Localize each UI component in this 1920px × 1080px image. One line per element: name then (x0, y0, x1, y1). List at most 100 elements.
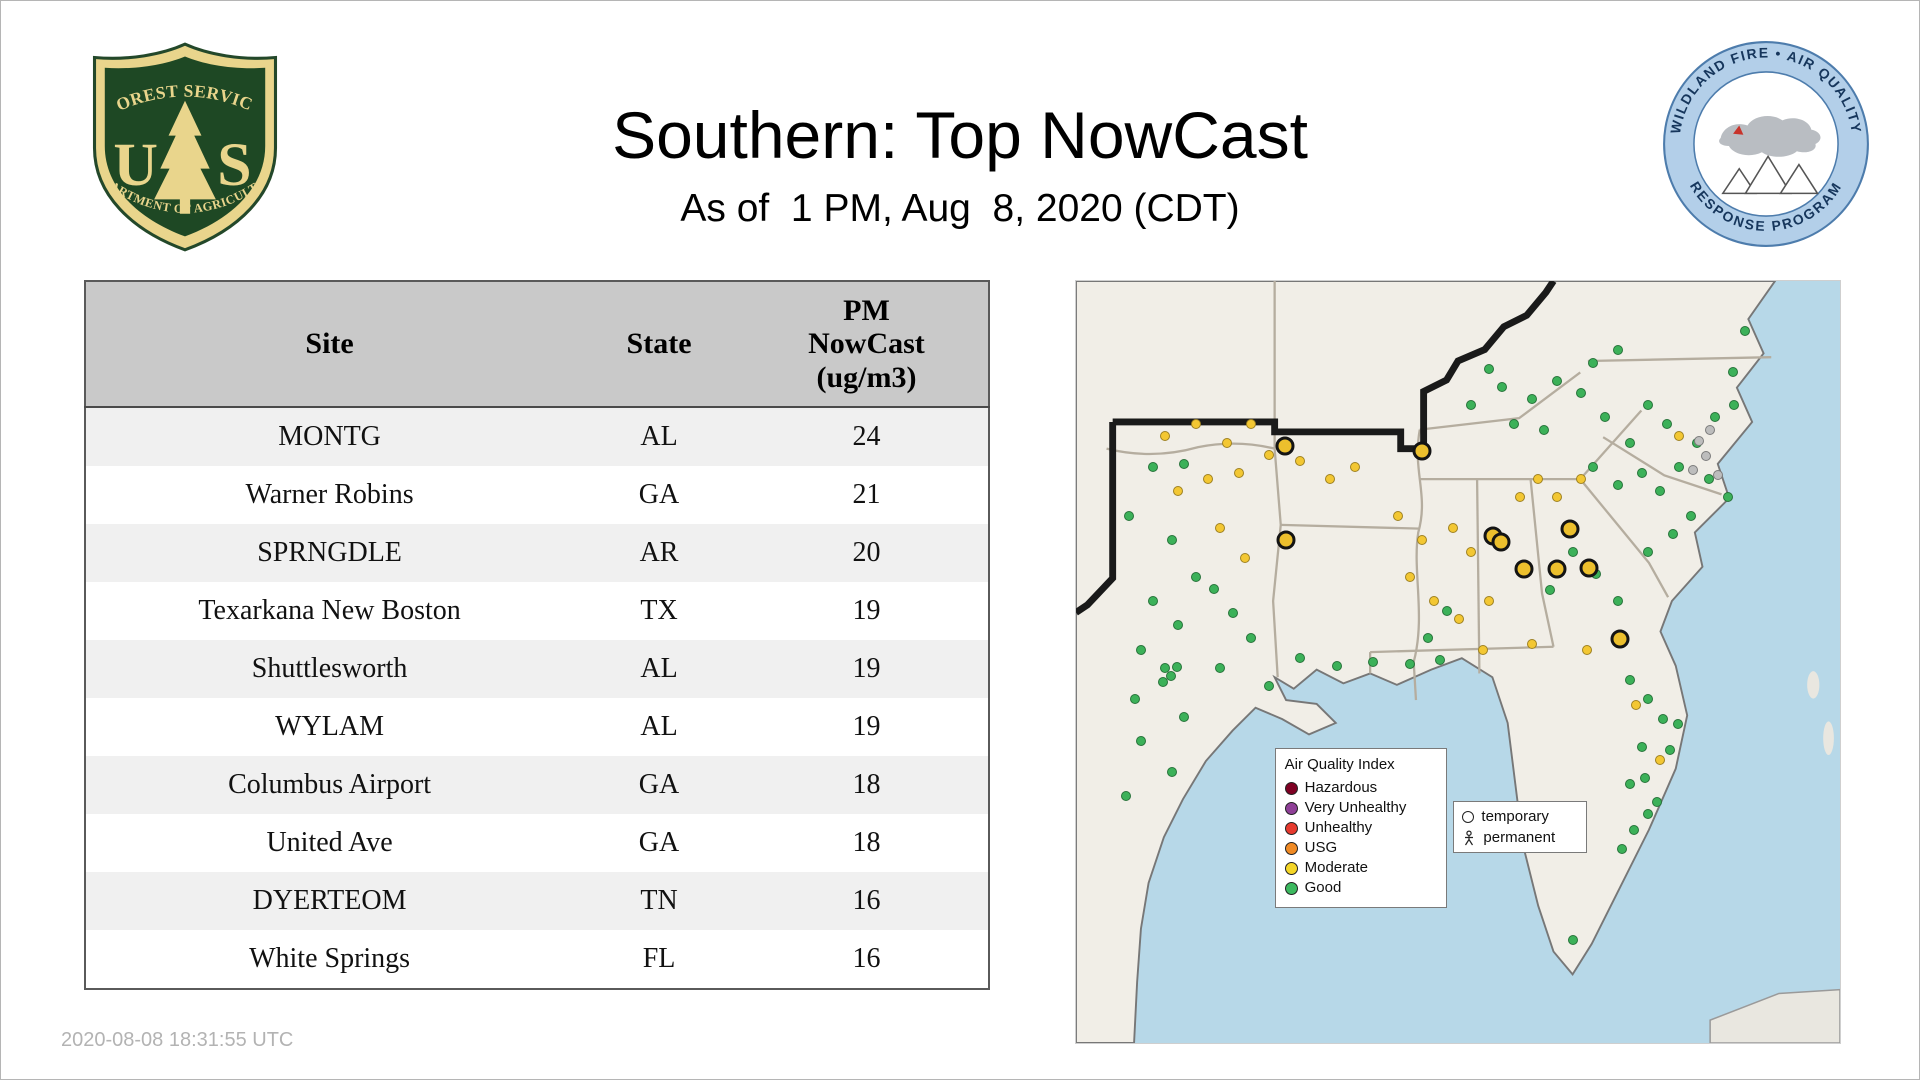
map-marker-temporary (1514, 559, 1534, 579)
map-marker-moderate (1215, 522, 1226, 533)
state-cell: TN (640, 885, 678, 916)
map-marker-good (1651, 797, 1662, 808)
table-header-row: Site State PM NowCast (ug/m3) (85, 281, 989, 408)
map-marker-temporary (1491, 532, 1511, 552)
map-marker-good (1172, 620, 1183, 631)
map-marker-good (1643, 809, 1654, 820)
map-land (1076, 281, 1777, 1043)
map-marker-moderate (1349, 461, 1360, 472)
map-marker-good (1667, 528, 1678, 539)
table-row: Warner Robins GA 21 (85, 466, 989, 524)
nowcast-cell: 19 (852, 595, 881, 626)
aqi-legend-label: Very Unhealthy (1304, 799, 1407, 817)
map-marker-good (1158, 676, 1169, 687)
aqi-legend-label: Unhealthy (1304, 819, 1373, 837)
map-markers (1076, 281, 1840, 1043)
map-marker-good (1665, 744, 1676, 755)
page-title: Southern: Top NowCast (612, 98, 1308, 173)
aqi-legend-item: USG (1284, 838, 1437, 858)
table-row: United Ave GA 18 (85, 814, 989, 872)
nowcast-cell: 21 (852, 479, 881, 510)
map-marker-moderate (1582, 644, 1593, 655)
state-cell: TX (640, 595, 678, 626)
map-marker-good (1612, 480, 1623, 491)
map-marker-good (1686, 510, 1697, 521)
map-marker-good (1612, 345, 1623, 356)
map-marker-good (1166, 766, 1177, 777)
map-marker-good (1661, 419, 1672, 430)
map-marker-good (1673, 719, 1684, 730)
map-marker-nodata (1705, 424, 1716, 435)
temporary-legend-row: temporary (1462, 808, 1578, 825)
nowcast-cell: 18 (852, 769, 881, 800)
site-cell: United Ave (266, 827, 393, 858)
site-cell: DYERTEOM (252, 885, 407, 916)
map-marker-moderate (1190, 419, 1201, 430)
map-marker-moderate (1221, 437, 1232, 448)
fire-icon (1733, 125, 1744, 135)
state-cell: GA (638, 769, 680, 800)
aqi-legend-item: Very Unhealthy (1284, 798, 1437, 818)
map-marker-good (1294, 653, 1305, 664)
map-marker-moderate (1514, 492, 1525, 503)
site-cell: MONTG (278, 421, 381, 452)
map-marker-moderate (1404, 571, 1415, 582)
map-island-small-1 (1807, 671, 1820, 699)
map-island-cuba (1709, 988, 1840, 1043)
map-marker-good (1129, 693, 1140, 704)
site-cell: Texarkana New Boston (198, 595, 461, 626)
air-quality-program-logo: WILDLAND FIRE • AIR QUALITY RESPONSE PRO… (1661, 39, 1871, 249)
site-cell: White Springs (249, 943, 411, 974)
aqi-legend-item: Moderate (1284, 858, 1437, 878)
map-marker-good (1624, 437, 1635, 448)
map-marker-moderate (1673, 431, 1684, 442)
nowcast-cell: 18 (852, 827, 881, 858)
site-cell: Shuttlesworth (251, 653, 408, 684)
permanent-marker-icon (1465, 830, 1474, 846)
nowcast-cell: 16 (852, 885, 881, 916)
nowcast-cell: 19 (852, 653, 881, 684)
nowcast-cell: 20 (852, 537, 881, 568)
timestamp: 2020-08-08 18:31:55 UTC (61, 1029, 294, 1051)
map-marker-moderate (1392, 510, 1403, 521)
site-cell: SPRNGDLE (257, 537, 402, 568)
map-marker-good (1643, 693, 1654, 704)
map-marker-moderate (1478, 644, 1489, 655)
permanent-label: permanent (1483, 829, 1556, 847)
aqi-color-dot (1284, 861, 1298, 875)
nowcast-table-grid: Site State PM NowCast (ug/m3) MONTG AL 24 W… (84, 280, 990, 990)
map-marker-good (1643, 400, 1654, 411)
map-marker-good (1655, 486, 1666, 497)
map-marker-moderate (1453, 614, 1464, 625)
map-marker-nodata (1688, 464, 1699, 475)
map-marker-good (1673, 461, 1684, 472)
map-marker-moderate (1527, 638, 1538, 649)
map-marker-good (1551, 375, 1562, 386)
map-marker-good (1739, 325, 1750, 336)
map-marker-good (1600, 412, 1611, 423)
table-row: White Springs FL 16 (85, 930, 989, 989)
map-marker-moderate (1325, 474, 1336, 485)
site-cell: Columbus Airport (228, 769, 432, 800)
map-marker-good (1423, 632, 1434, 643)
state-cell: AL (640, 421, 678, 452)
map-marker-good (1190, 571, 1201, 582)
pine-tree-icon (154, 100, 216, 214)
aqi-legend-label: USG (1304, 839, 1338, 857)
map-marker-moderate (1160, 431, 1171, 442)
map-marker-good (1576, 388, 1586, 398)
aqi-legend-label: Good (1304, 879, 1342, 897)
col-header-pm-nowcast: PM NowCast (ug/m3) (744, 281, 989, 408)
map-marker-good (1171, 661, 1182, 672)
map-marker-good (1178, 458, 1189, 469)
map-marker-good (1135, 736, 1146, 747)
shield-letter-s: S (217, 131, 251, 199)
map-marker-good (1209, 583, 1220, 594)
aqi-color-dot (1284, 801, 1298, 815)
map-marker-moderate (1239, 553, 1250, 564)
map-marker-good (1441, 605, 1452, 616)
map-marker-good (1148, 596, 1159, 607)
map-marker-good (1435, 655, 1446, 666)
map-marker-temporary (1276, 530, 1296, 550)
